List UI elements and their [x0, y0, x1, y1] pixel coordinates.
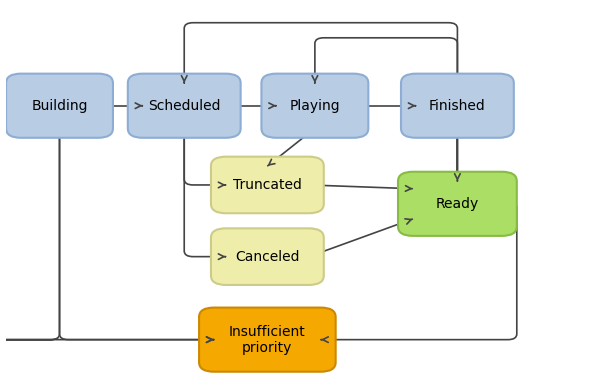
FancyBboxPatch shape: [398, 172, 517, 236]
FancyBboxPatch shape: [6, 74, 113, 138]
FancyBboxPatch shape: [261, 74, 368, 138]
Text: Building: Building: [32, 99, 88, 113]
Text: Insufficient
priority: Insufficient priority: [229, 325, 306, 355]
Text: Ready: Ready: [436, 197, 479, 211]
FancyBboxPatch shape: [211, 228, 324, 285]
Text: Canceled: Canceled: [235, 249, 299, 264]
FancyBboxPatch shape: [199, 308, 336, 372]
Text: Truncated: Truncated: [233, 178, 302, 192]
FancyBboxPatch shape: [128, 74, 241, 138]
Text: Scheduled: Scheduled: [148, 99, 221, 113]
Text: Finished: Finished: [429, 99, 486, 113]
FancyBboxPatch shape: [401, 74, 514, 138]
FancyBboxPatch shape: [211, 157, 324, 213]
Text: Playing: Playing: [290, 99, 340, 113]
